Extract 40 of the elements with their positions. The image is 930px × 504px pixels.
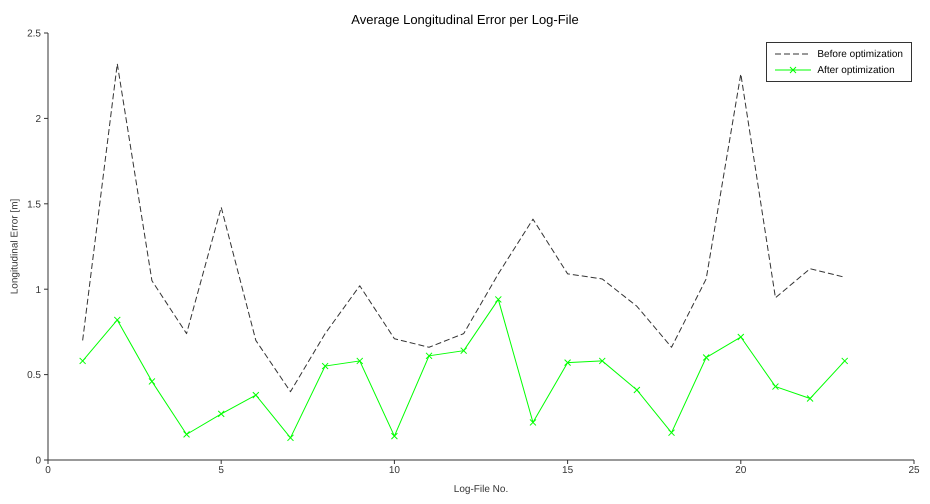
legend-label: After optimization	[817, 64, 895, 76]
point	[114, 316, 121, 324]
point	[183, 430, 190, 438]
point	[218, 410, 225, 418]
y-tick-label: 1.5	[27, 199, 42, 210]
point	[737, 334, 744, 341]
x-tick-label: 10	[388, 465, 400, 476]
point	[426, 352, 433, 360]
y-tick-label: 0.5	[27, 370, 42, 382]
point	[356, 357, 364, 364]
point	[841, 357, 848, 364]
y-tick-label: 0	[35, 456, 42, 467]
point	[460, 347, 468, 354]
x-tick-label: 25	[908, 465, 920, 476]
point	[806, 395, 814, 402]
point	[390, 432, 398, 440]
x-axis-title: Log-File No.	[454, 484, 508, 495]
legend-label: Before optimization	[817, 48, 903, 60]
x-tick-label: 20	[735, 465, 747, 476]
point	[286, 434, 294, 442]
point	[668, 429, 676, 436]
y-tick-label: 2	[35, 114, 42, 125]
y-axis-title: Longitudinal Error [m]	[10, 198, 21, 294]
y-tick-label: 2.5	[27, 28, 42, 40]
point	[702, 354, 710, 362]
x-tick-label: 0	[45, 465, 52, 476]
point	[79, 357, 86, 364]
y-tick-label: 1	[35, 284, 42, 296]
point	[564, 359, 572, 366]
point	[772, 383, 779, 390]
point	[252, 392, 260, 399]
point	[494, 296, 502, 303]
x-tick-label: 5	[218, 465, 224, 476]
point	[529, 418, 536, 426]
chart-title: Average Longitudinal Error per Log-File	[350, 12, 580, 27]
point	[598, 357, 606, 364]
point	[633, 386, 640, 394]
point	[322, 362, 329, 370]
x-tick-label: 15	[562, 465, 574, 476]
point	[148, 378, 156, 385]
